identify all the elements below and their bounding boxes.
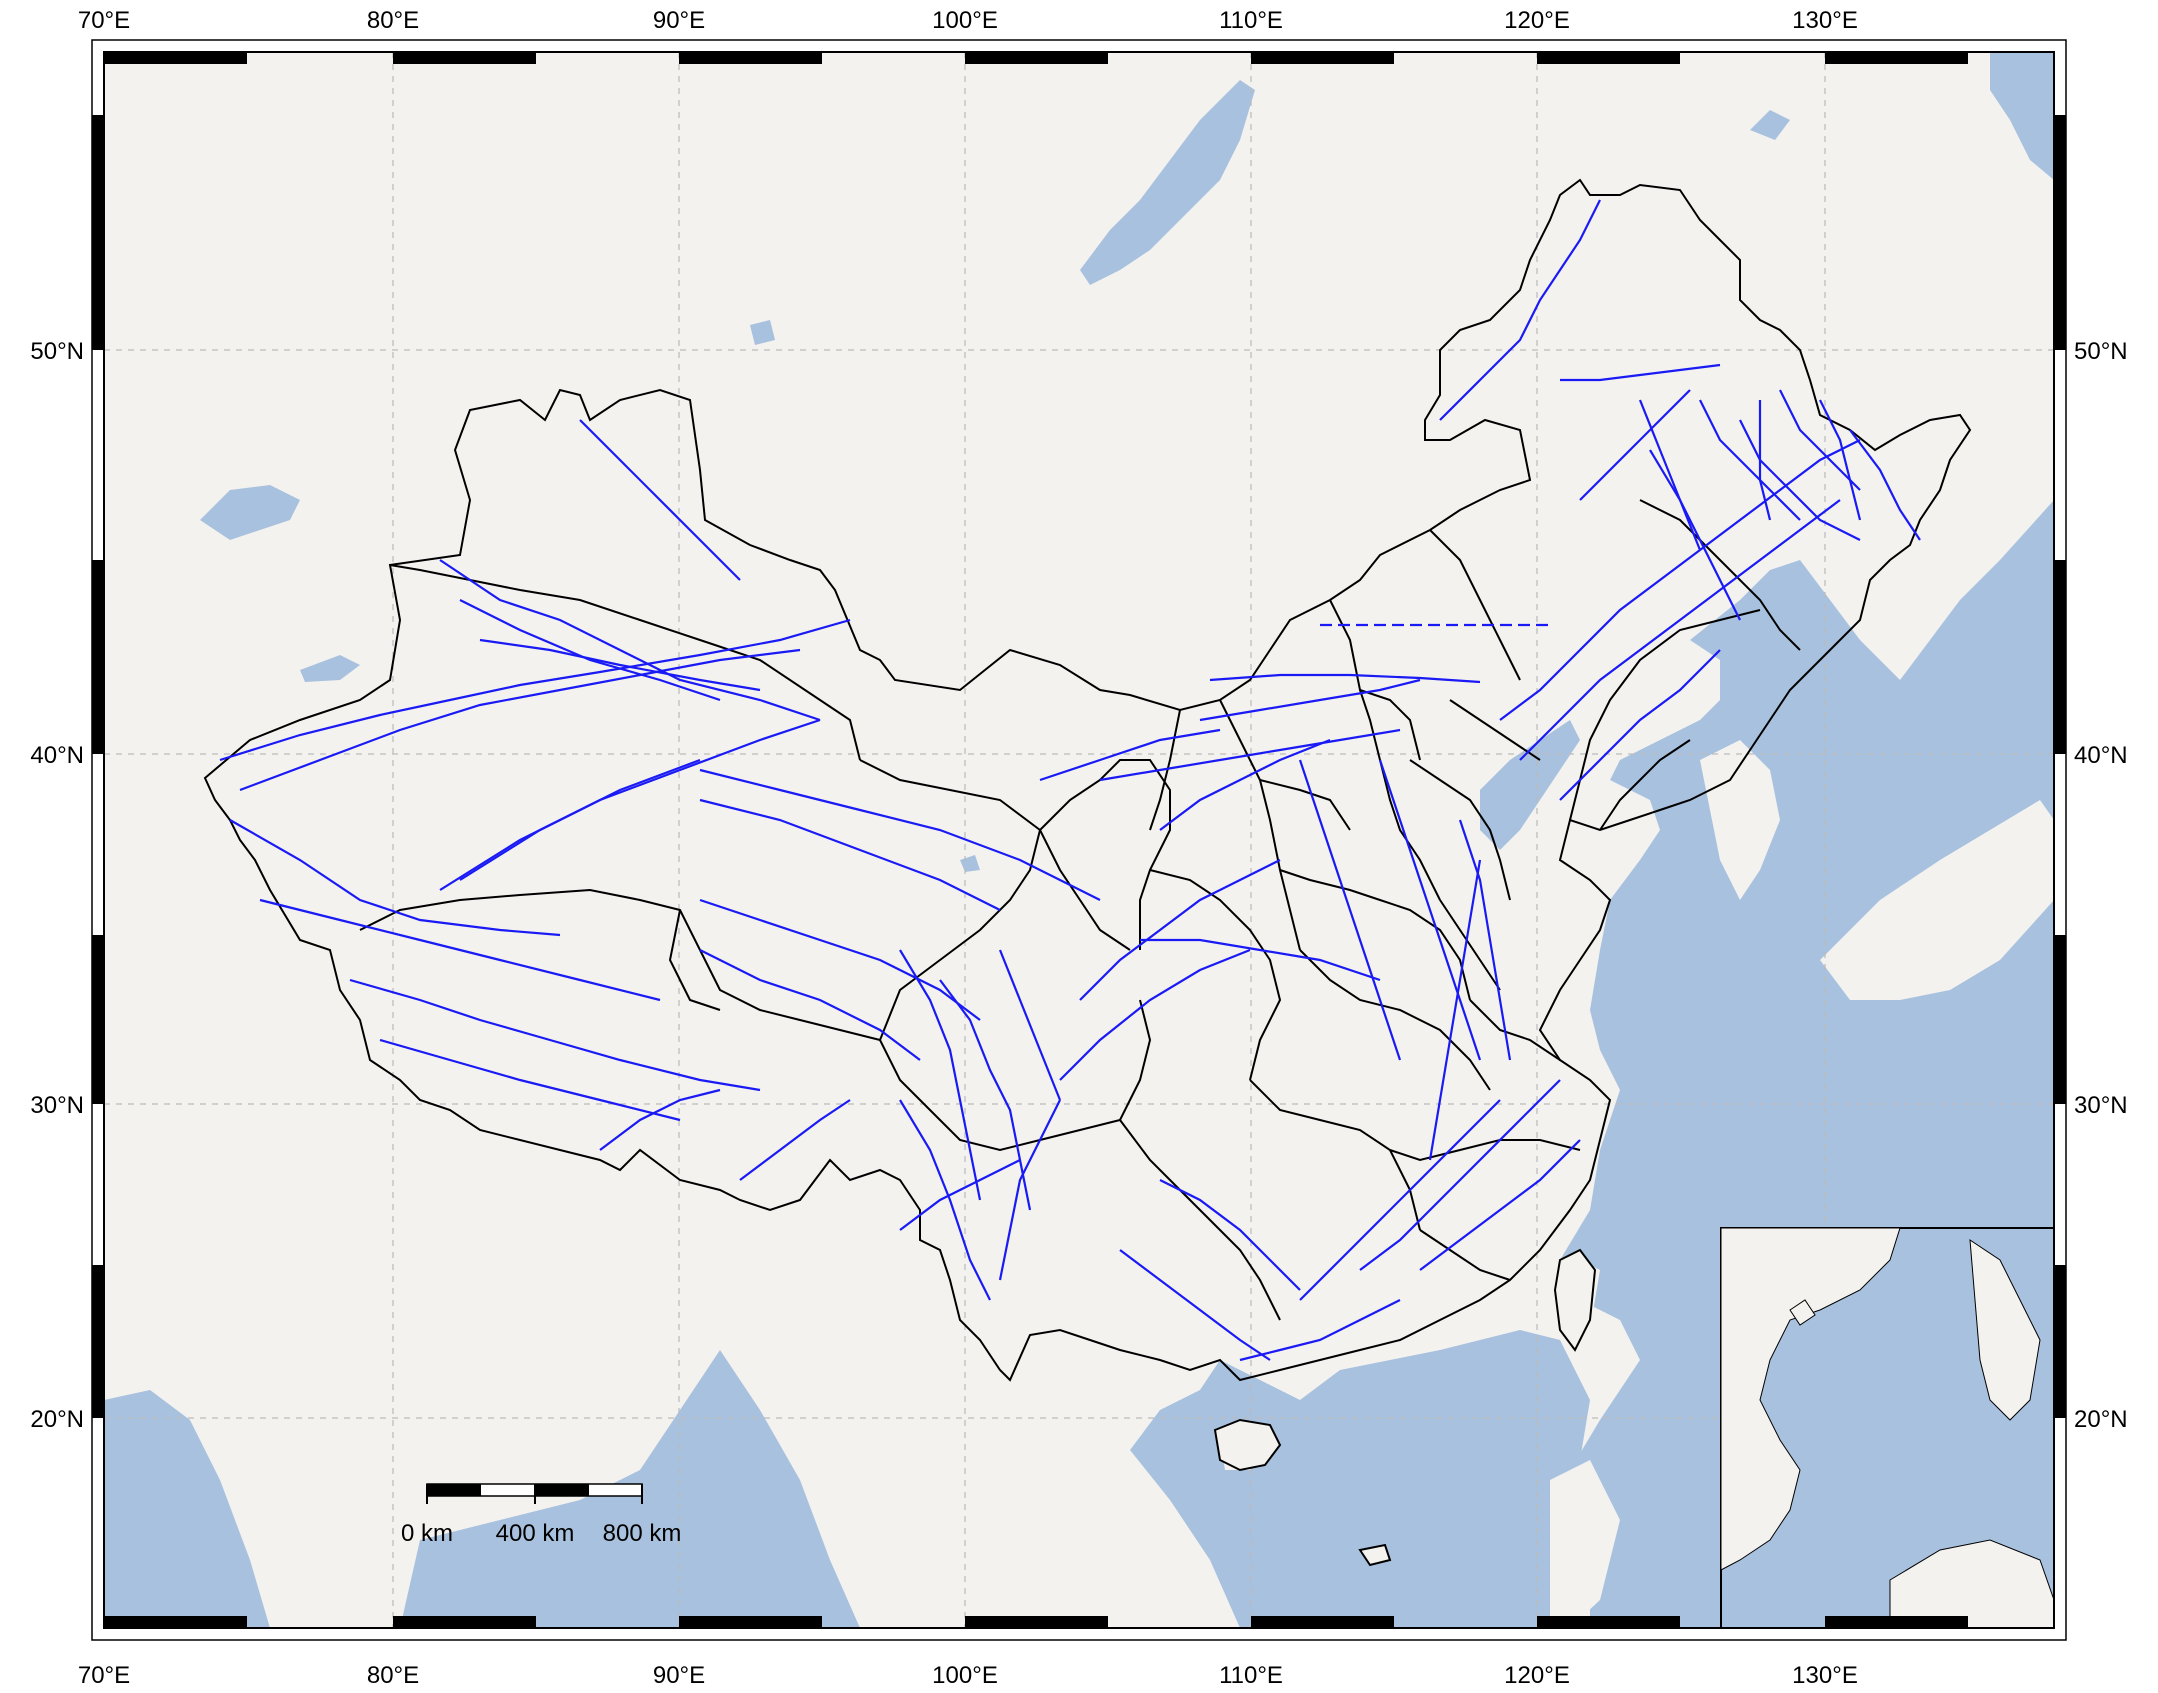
lon-labels-bottom: 70°E 80°E 90°E 100°E 110°E 120°E 130°E <box>78 1662 1858 1689</box>
lon-labels-top: 70°E 80°E 90°E 100°E 110°E 120°E 130°E <box>78 7 1858 34</box>
lat-label: 20°N <box>30 1406 84 1433</box>
scale-label-400: 400 km <box>496 1520 575 1547</box>
lon-label: 110°E <box>1219 7 1283 34</box>
fancy-frame <box>92 52 2066 1628</box>
lat-label: 40°N <box>30 742 84 769</box>
lat-label: 50°N <box>30 338 84 365</box>
lat-labels-right: 20°N 30°N 40°N 50°N <box>2074 338 2128 1433</box>
china-outline <box>203 178 1972 1382</box>
neighbor-landmasses <box>1220 740 2054 1628</box>
lat-label: 40°N <box>2074 742 2128 769</box>
islands <box>1213 1248 1597 1567</box>
lon-label: 80°E <box>367 1662 419 1689</box>
lat-label: 20°N <box>2074 1406 2128 1433</box>
scale-label-0: 0 km <box>401 1520 453 1547</box>
province-boundaries <box>203 178 1972 1382</box>
lon-label: 100°E <box>932 1662 998 1689</box>
scale-bar: 0 km 400 km 800 km <box>401 1483 682 1547</box>
lon-label: 120°E <box>1504 1662 1570 1689</box>
lat-label: 30°N <box>2074 1092 2128 1119</box>
lat-label: 30°N <box>30 1092 84 1119</box>
lon-label: 70°E <box>78 7 130 34</box>
lakes <box>200 80 1790 872</box>
lon-label: 90°E <box>653 1662 705 1689</box>
lon-label: 130°E <box>1792 1662 1858 1689</box>
lon-label: 90°E <box>653 7 705 34</box>
scale-label-800: 800 km <box>603 1520 682 1547</box>
lon-label: 110°E <box>1219 1662 1283 1689</box>
lon-label: 80°E <box>367 7 419 34</box>
lon-label: 120°E <box>1504 7 1570 34</box>
lon-label: 100°E <box>932 7 998 34</box>
fault-lines <box>219 199 1921 1362</box>
inset-map <box>1720 1227 2055 1629</box>
lat-labels-left: 20°N 30°N 40°N 50°N <box>30 338 84 1433</box>
lon-label: 70°E <box>78 1662 130 1689</box>
lon-label: 130°E <box>1792 7 1858 34</box>
lat-label: 50°N <box>2074 338 2128 365</box>
